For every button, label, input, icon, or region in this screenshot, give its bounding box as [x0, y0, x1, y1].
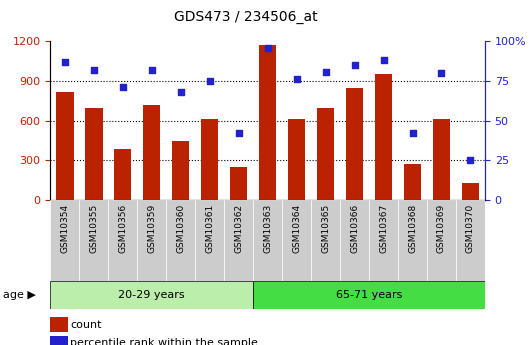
Bar [230, 167, 248, 200]
Point [147, 67, 156, 73]
Bar [462, 183, 479, 200]
Text: GSM10359: GSM10359 [147, 204, 156, 254]
Bar [288, 119, 305, 200]
Point [60, 59, 69, 65]
Bar [259, 45, 276, 200]
Point [90, 67, 98, 73]
Text: GSM10355: GSM10355 [90, 204, 98, 254]
Text: GSM10354: GSM10354 [60, 204, 69, 253]
Text: GSM10356: GSM10356 [118, 204, 127, 254]
Bar [50, 336, 68, 345]
Text: GSM10365: GSM10365 [321, 204, 330, 254]
Bar [50, 200, 80, 281]
Point [437, 70, 446, 76]
Text: 20-29 years: 20-29 years [118, 290, 185, 300]
Bar [456, 200, 485, 281]
Text: GSM10368: GSM10368 [408, 204, 417, 254]
Bar [85, 108, 102, 200]
Text: age ▶: age ▶ [3, 290, 36, 300]
Point [293, 77, 301, 82]
Point [350, 62, 359, 68]
Point [234, 131, 243, 136]
Bar [80, 200, 108, 281]
Bar [340, 200, 369, 281]
Text: percentile rank within the sample: percentile rank within the sample [70, 338, 258, 345]
Point [176, 89, 185, 95]
Text: GSM10369: GSM10369 [437, 204, 446, 254]
Bar [108, 200, 137, 281]
Bar [282, 200, 311, 281]
Text: GSM10363: GSM10363 [263, 204, 272, 254]
Bar [375, 75, 392, 200]
Bar [253, 200, 282, 281]
Bar [427, 200, 456, 281]
Bar [398, 200, 427, 281]
Text: GSM10360: GSM10360 [176, 204, 185, 254]
Bar [172, 141, 189, 200]
Bar [224, 200, 253, 281]
Bar [143, 105, 161, 200]
Text: GSM10367: GSM10367 [379, 204, 388, 254]
Bar [50, 317, 68, 332]
Text: GSM10362: GSM10362 [234, 204, 243, 253]
Point [119, 85, 127, 90]
Text: 65-71 years: 65-71 years [336, 290, 402, 300]
Bar [404, 164, 421, 200]
Point [466, 158, 475, 163]
Bar [346, 88, 363, 200]
Bar [311, 200, 340, 281]
Bar [114, 148, 131, 200]
Point [379, 58, 388, 63]
Text: GSM10370: GSM10370 [466, 204, 475, 254]
Text: GSM10366: GSM10366 [350, 204, 359, 254]
Point [263, 45, 272, 50]
Bar [317, 108, 334, 200]
Text: GSM10364: GSM10364 [292, 204, 301, 253]
Point [206, 78, 214, 84]
Text: count: count [70, 319, 101, 329]
Text: GSM10361: GSM10361 [205, 204, 214, 254]
Bar [137, 200, 166, 281]
Bar [195, 200, 224, 281]
Text: GDS473 / 234506_at: GDS473 / 234506_at [174, 10, 317, 24]
Point [321, 69, 330, 74]
Bar [166, 200, 195, 281]
Bar [433, 119, 450, 200]
Point [408, 131, 417, 136]
Bar [56, 92, 74, 200]
Bar [253, 281, 485, 309]
Bar [369, 200, 398, 281]
Bar [201, 119, 218, 200]
Bar [50, 281, 253, 309]
